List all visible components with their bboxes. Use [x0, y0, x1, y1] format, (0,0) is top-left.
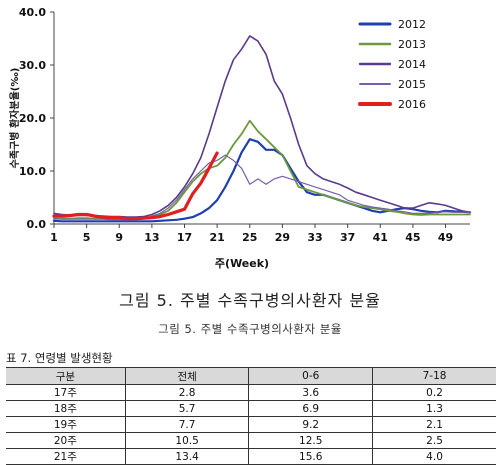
- cell-age-7-18: 2.5: [372, 432, 496, 449]
- series-line-2015: [53, 154, 471, 221]
- cell-age-0-6: 12.5: [248, 432, 373, 449]
- cell-total: 5.7: [124, 400, 249, 417]
- x-tick-label: 25: [242, 231, 257, 244]
- y-axis-title: 수족구병 환자분율(‰): [8, 68, 21, 169]
- x-tick-label: 29: [275, 231, 290, 244]
- table-header-row: 구분 전체 0-6 7-18: [6, 367, 496, 385]
- table-row: 20주 10.5 12.5 2.5: [6, 432, 496, 449]
- legend-label-2014: 2014: [398, 58, 426, 71]
- legend-label-2012: 2012: [398, 18, 426, 31]
- cell-age-0-6: 6.9: [248, 400, 373, 417]
- legend-label-2013: 2013: [398, 38, 426, 51]
- x-tick-label: 9: [115, 231, 123, 244]
- x-tick-label: 49: [438, 231, 453, 244]
- cell-week: 18주: [6, 400, 126, 417]
- x-tick-label: 41: [373, 231, 388, 244]
- x-tick-label: 33: [307, 231, 322, 244]
- cell-age-0-6: 9.2: [248, 416, 373, 433]
- header-category: 구분: [6, 367, 126, 385]
- y-tick-label: 0.0: [27, 218, 47, 231]
- x-tick-label: 13: [144, 231, 159, 244]
- cell-total: 7.7: [124, 416, 249, 433]
- legend-label-2016: 2016: [398, 98, 426, 111]
- chart-legend: 2012 2013 2014 2015 2016: [358, 18, 426, 111]
- x-axis-title: 주(Week): [215, 257, 269, 270]
- cell-total: 10.5: [124, 432, 249, 449]
- table-row: 19주 7.7 9.2 2.1: [6, 416, 496, 433]
- figure-caption-large: 그림 5. 주별 수족구병의사환자 분율: [119, 291, 381, 310]
- cell-total: 13.4: [124, 448, 249, 465]
- age-incidence-table: 구분 전체 0-6 7-18 17주 2.8 3.6 0.2 18주 5.7 6…: [6, 367, 496, 465]
- figure-caption-small: 그림 5. 주별 수족구병의사환자 분율: [158, 322, 342, 336]
- header-total: 전체: [124, 367, 249, 385]
- cell-week: 19주: [6, 416, 126, 433]
- weekly-hfmd-chart: 0.0 10.0 20.0 30.0 40.0 1 5 9 13 17 21 25 29 33 37 41 45…: [8, 6, 472, 270]
- header-age-7-18: 7-18: [372, 367, 496, 385]
- x-tick-label: 1: [50, 231, 58, 244]
- y-tick-label: 30.0: [19, 59, 46, 72]
- cell-age-0-6: 3.6: [248, 384, 373, 401]
- cell-age-7-18: 4.0: [372, 448, 496, 465]
- series-line-2016: [52, 151, 219, 221]
- cell-week: 21주: [6, 448, 126, 465]
- x-tick-label: 37: [340, 231, 355, 244]
- series-line-2013: [53, 119, 471, 221]
- y-tick-label: 40.0: [19, 6, 46, 19]
- table-title: 표 7. 연령별 발생현황: [6, 351, 113, 365]
- cell-age-7-18: 2.1: [372, 416, 496, 433]
- x-tick-label: 45: [405, 231, 420, 244]
- chart-axes: 0.0 10.0 20.0 30.0 40.0 1 5 9 13 17 21 25 29 33 37 41 45…: [8, 6, 470, 270]
- cell-week: 20주: [6, 432, 126, 449]
- x-tick-label: 17: [177, 231, 192, 244]
- cell-total: 2.8: [124, 384, 249, 401]
- cell-age-7-18: 1.3: [372, 400, 496, 417]
- legend-label-2015: 2015: [398, 78, 426, 91]
- x-tick-label: 21: [209, 231, 224, 244]
- table-row: 21주 13.4 15.6 4.0: [6, 448, 496, 465]
- x-tick-label: 5: [83, 231, 91, 244]
- chart-series: [52, 35, 472, 223]
- series-line-2012: [52, 138, 472, 223]
- table-row: 18주 5.7 6.9 1.3: [6, 400, 496, 417]
- header-age-0-6: 0-6: [248, 367, 373, 385]
- cell-age-7-18: 0.2: [372, 384, 496, 401]
- cell-week: 17주: [6, 384, 126, 401]
- table-row: 17주 2.8 3.6 0.2: [6, 384, 496, 401]
- cell-age-0-6: 15.6: [248, 448, 373, 465]
- y-tick-label: 10.0: [19, 165, 46, 178]
- y-tick-label: 20.0: [19, 112, 46, 125]
